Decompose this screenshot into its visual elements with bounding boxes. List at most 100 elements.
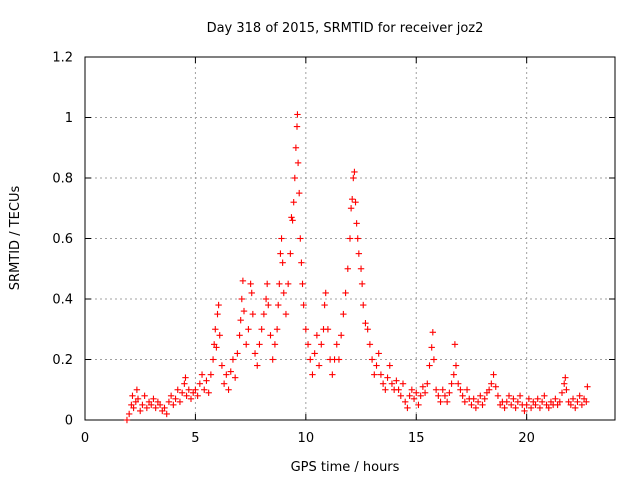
- data-point: [386, 362, 393, 369]
- data-point: [192, 386, 199, 393]
- data-point: [187, 395, 195, 403]
- data-point: [333, 341, 340, 348]
- data-point: [213, 344, 220, 351]
- data-point: [382, 386, 389, 393]
- data-point: [273, 326, 281, 333]
- x-tick-label: 5: [191, 431, 199, 446]
- data-point: [413, 389, 420, 396]
- data-point: [258, 326, 265, 333]
- data-point: [562, 374, 569, 381]
- x-tick-label: 10: [298, 431, 315, 446]
- y-tick-label: 0.4: [52, 293, 73, 308]
- data-point: [384, 374, 391, 381]
- grid: [85, 57, 615, 420]
- data-point: [130, 404, 137, 412]
- data-point: [419, 383, 427, 390]
- data-point: [289, 217, 296, 224]
- data-point: [324, 326, 332, 333]
- data-point: [271, 341, 279, 348]
- data-point: [178, 389, 186, 396]
- data-point: [167, 392, 175, 399]
- data-point: [408, 386, 416, 393]
- data-point: [481, 395, 488, 403]
- data-point: [293, 123, 301, 130]
- data-point: [501, 404, 508, 412]
- data-point: [364, 326, 371, 333]
- data-point: [410, 395, 418, 403]
- data-point: [494, 392, 502, 399]
- data-point: [304, 341, 312, 348]
- data-point: [218, 362, 226, 369]
- data-point: [292, 144, 300, 151]
- data-point: [263, 280, 271, 288]
- data-point: [404, 404, 411, 412]
- data-point: [406, 392, 413, 399]
- data-point: [214, 310, 221, 318]
- data-point: [523, 401, 530, 409]
- data-point: [238, 295, 245, 303]
- data-point: [150, 395, 157, 403]
- data-point: [282, 310, 290, 318]
- data-point: [353, 220, 360, 227]
- y-tick-label: 0.6: [52, 232, 73, 247]
- data-point: [198, 371, 206, 378]
- data-point: [245, 326, 252, 333]
- data-point: [514, 398, 522, 406]
- data-point: [448, 380, 455, 387]
- data-point: [201, 386, 208, 393]
- data-point: [300, 301, 307, 309]
- data-point: [366, 341, 374, 348]
- data-point: [291, 174, 298, 182]
- data-point: [556, 398, 563, 406]
- data-point: [429, 329, 437, 336]
- data-point: [335, 356, 343, 363]
- data-point: [129, 392, 136, 399]
- data-point: [360, 301, 367, 309]
- data-point: [267, 332, 274, 339]
- data-point: [248, 289, 255, 297]
- data-point: [443, 398, 451, 406]
- data-point: [561, 380, 568, 387]
- data-point: [172, 395, 179, 403]
- data-point: [351, 168, 358, 176]
- y-tick-label: 1: [65, 111, 73, 126]
- data-point: [240, 307, 248, 315]
- data-point: [451, 341, 459, 348]
- data-point: [288, 214, 295, 221]
- data-point: [315, 362, 323, 369]
- data-point: [432, 386, 440, 393]
- data-point: [182, 374, 189, 381]
- data-point: [439, 386, 446, 393]
- data-point: [525, 395, 533, 403]
- data-point: [455, 380, 462, 387]
- data-point: [194, 392, 201, 399]
- data-point: [215, 301, 222, 309]
- data-point: [461, 398, 469, 406]
- data-point: [321, 301, 328, 309]
- data-point: [313, 332, 321, 339]
- data-point: [309, 371, 316, 378]
- data-point: [277, 250, 284, 257]
- data-point: [143, 404, 151, 412]
- data-point: [373, 362, 380, 369]
- data-point: [490, 371, 497, 378]
- data-point: [563, 386, 570, 393]
- data-point: [220, 380, 228, 387]
- data-point: [375, 350, 382, 357]
- data-point: [231, 374, 239, 381]
- y-tick-label: 0.2: [52, 353, 73, 368]
- data-point: [446, 389, 453, 396]
- data-point: [472, 404, 480, 412]
- data-point: [269, 356, 276, 363]
- data-point: [163, 410, 170, 418]
- data-point: [311, 350, 318, 357]
- data-point: [397, 392, 404, 399]
- data-point: [541, 392, 548, 399]
- data-point: [567, 401, 575, 409]
- data-point: [137, 407, 144, 415]
- data-point: [299, 280, 306, 288]
- data-point: [247, 280, 254, 288]
- data-point: [287, 250, 294, 257]
- data-point: [485, 386, 493, 393]
